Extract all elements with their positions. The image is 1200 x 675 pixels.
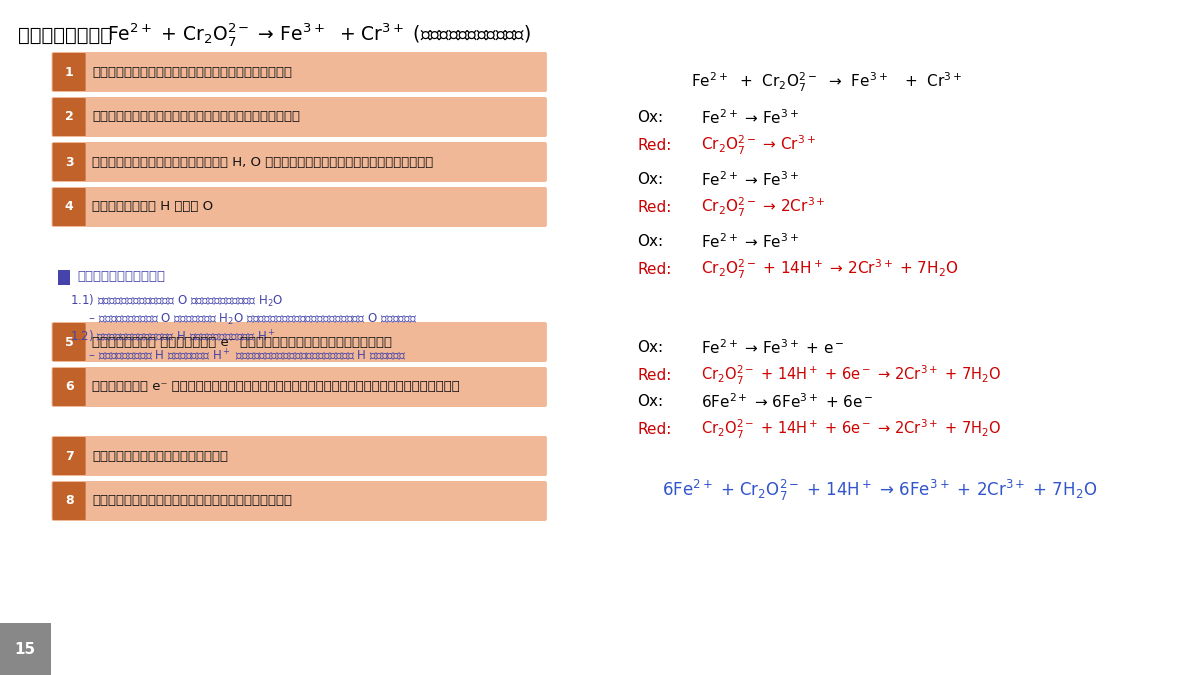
- Text: Ox:: Ox:: [637, 173, 664, 188]
- Text: ดุลประจุ โดยเติม e⁻ แต่ละครึ่งปฏิกิริยา: ดุลประจุ โดยเติม e⁻ แต่ละครึ่งปฏิกิริยา: [92, 335, 392, 348]
- Text: – ข้างใดขาด H ให้เติม H$^+$ เท่ากับจำนวนอะตอมของ H ที่ขาด: – ข้างใดขาด H ให้เติม H$^+$ เท่ากับจำนวน…: [70, 347, 407, 362]
- Text: 1: 1: [65, 65, 73, 78]
- Text: 5: 5: [65, 335, 73, 348]
- Text: $\mathregular{Fe^{2+}}$ → $\mathregular{Fe^{3+}}$: $\mathregular{Fe^{2+}}$ → $\mathregular{…: [701, 109, 799, 128]
- Text: $\mathregular{Fe^{2+}}$ → $\mathregular{Fe^{3+}}$: $\mathregular{Fe^{2+}}$ → $\mathregular{…: [701, 171, 799, 190]
- FancyBboxPatch shape: [52, 52, 547, 92]
- Text: แยกสมการเป็นครึ่งปฏิกิริยา: แยกสมการเป็นครึ่งปฏิกิริยา: [92, 111, 300, 124]
- FancyBboxPatch shape: [52, 142, 547, 182]
- Text: $\mathregular{6Fe^{2+}}$ → $\mathregular{6Fe^{3+}}$ + 6e$^-$: $\mathregular{6Fe^{2+}}$ → $\mathregular…: [701, 393, 874, 411]
- Text: ทำจำนวน e⁻ ทั้งสองปฏิกิริยาให้เท่ากันโดยคูณไขว้: ทำจำนวน e⁻ ทั้งสองปฏิกิริยาให้เท่ากันโดย…: [92, 381, 460, 394]
- Text: ดุลอะตอม H และ O: ดุลอะตอม H และ O: [92, 200, 214, 213]
- Text: Red:: Red:: [637, 200, 672, 215]
- Text: Ox:: Ox:: [637, 394, 664, 410]
- Text: $\mathregular{Fe^{2+}}$ → $\mathregular{Fe^{3+}}$: $\mathregular{Fe^{2+}}$ → $\mathregular{…: [701, 233, 799, 251]
- FancyBboxPatch shape: [53, 437, 85, 475]
- Text: 3: 3: [65, 155, 73, 169]
- FancyBboxPatch shape: [52, 367, 547, 407]
- Text: Red:: Red:: [637, 138, 672, 153]
- Text: $\mathregular{Cr_2O_7^{2-}}$ + 14H$^+$ + 6e$^-$ → $\mathregular{2Cr^{3+}}$ + $\m: $\mathregular{Cr_2O_7^{2-}}$ + 14H$^+$ +…: [701, 417, 1001, 441]
- Text: 7: 7: [65, 450, 73, 462]
- FancyBboxPatch shape: [53, 98, 85, 136]
- Text: สารละลายกรด: สารละลายกรด: [78, 270, 166, 283]
- Text: ตรวจสอบจำนวนอะตอมและประจุ: ตรวจสอบจำนวนอะตอมและประจุ: [92, 495, 293, 508]
- Text: 1.1) ดุลจำนวนอะตอม O ด้วยการเติม H$_2$O: 1.1) ดุลจำนวนอะตอม O ด้วยการเติม H$_2$O: [70, 293, 283, 309]
- Text: $\mathregular{Cr_2O_7^{2-}}$ + 14H$^+$ → $\mathregular{2Cr^{3+}}$ + $\mathregula: $\mathregular{Cr_2O_7^{2-}}$ + 14H$^+$ →…: [701, 257, 959, 281]
- Text: Ox:: Ox:: [637, 234, 664, 250]
- Text: 8: 8: [65, 495, 73, 508]
- FancyBboxPatch shape: [52, 187, 547, 227]
- Text: รวมครึ่งปฏิกิริยา: รวมครึ่งปฏิกิริยา: [92, 450, 228, 462]
- FancyBboxPatch shape: [53, 368, 85, 406]
- Text: Red:: Red:: [637, 367, 672, 383]
- Text: – ข้างที่ขาด O ให้เติม H$_2$O เท่ากับจำนวนอะตอมของ O ที่ขาด: – ข้างที่ขาด O ให้เติม H$_2$O เท่ากับจำน…: [70, 311, 418, 327]
- Text: Red:: Red:: [637, 261, 672, 277]
- FancyBboxPatch shape: [53, 482, 85, 520]
- Text: 2: 2: [65, 111, 73, 124]
- Text: $\mathregular{Fe^{2+}}$  +  $\mathregular{Cr_2O_7^{2-}}$  →  $\mathregular{Fe^{3: $\mathregular{Fe^{2+}}$ + $\mathregular{…: [691, 70, 962, 94]
- FancyBboxPatch shape: [52, 322, 547, 362]
- Bar: [0, 623, 50, 675]
- Text: Ox:: Ox:: [637, 340, 664, 356]
- Text: เขียนสมการในรูปสมการไอออน: เขียนสมการในรูปสมการไอออน: [92, 65, 293, 78]
- Text: ดุลอะตอมที่ไม่ใช่ H, O ในแต่ละครึ่งปฏิกิริยา: ดุลอะตอมที่ไม่ใช่ H, O ในแต่ละครึ่งปฏิกิ…: [92, 155, 433, 169]
- Text: 6: 6: [65, 381, 73, 394]
- Text: $\mathregular{Cr_2O_7^{2-}}$ + 14H$^+$ + 6e$^-$ → $\mathregular{2Cr^{3+}}$ + $\m: $\mathregular{Cr_2O_7^{2-}}$ + 14H$^+$ +…: [701, 363, 1001, 387]
- Text: 1.2) ดุลจำนวนอะตอม H ด้วยการเติม H$^+$: 1.2) ดุลจำนวนอะตอม H ด้วยการเติม H$^+$: [70, 329, 276, 345]
- Text: Red:: Red:: [637, 421, 672, 437]
- Text: $\mathregular{6Fe^{2+}}$ + $\mathregular{Cr_2O_7^{2-}}$ + 14H$^+$ → $\mathregula: $\mathregular{6Fe^{2+}}$ + $\mathregular…: [661, 477, 1097, 503]
- FancyBboxPatch shape: [53, 188, 85, 226]
- FancyBboxPatch shape: [53, 143, 85, 181]
- Text: $\mathregular{Fe^{2+}}$ + $\mathregular{Cr_2O_7^{2-}}$ → $\mathregular{Fe^{3+}}$: $\mathregular{Fe^{2+}}$ + $\mathregular{…: [107, 22, 530, 49]
- Text: Ox:: Ox:: [637, 111, 664, 126]
- Text: $\mathregular{Cr_2O_7^{2-}}$ → $\mathregular{2Cr^{3+}}$: $\mathregular{Cr_2O_7^{2-}}$ → $\mathreg…: [701, 195, 826, 219]
- FancyBboxPatch shape: [53, 53, 85, 91]
- FancyBboxPatch shape: [52, 481, 547, 521]
- Text: ตัวอย่าง: ตัวอย่าง: [18, 26, 112, 45]
- Text: 4: 4: [65, 200, 73, 213]
- FancyBboxPatch shape: [53, 323, 85, 361]
- Bar: [59, 270, 70, 285]
- FancyBboxPatch shape: [52, 436, 547, 476]
- Text: $\mathregular{Cr_2O_7^{2-}}$ → $\mathregular{Cr^{3+}}$: $\mathregular{Cr_2O_7^{2-}}$ → $\mathreg…: [701, 134, 816, 157]
- FancyBboxPatch shape: [52, 97, 547, 137]
- Text: 15: 15: [14, 641, 36, 657]
- Text: $\mathregular{Fe^{2+}}$ → $\mathregular{Fe^{3+}}$ + e$^-$: $\mathregular{Fe^{2+}}$ → $\mathregular{…: [701, 339, 845, 357]
